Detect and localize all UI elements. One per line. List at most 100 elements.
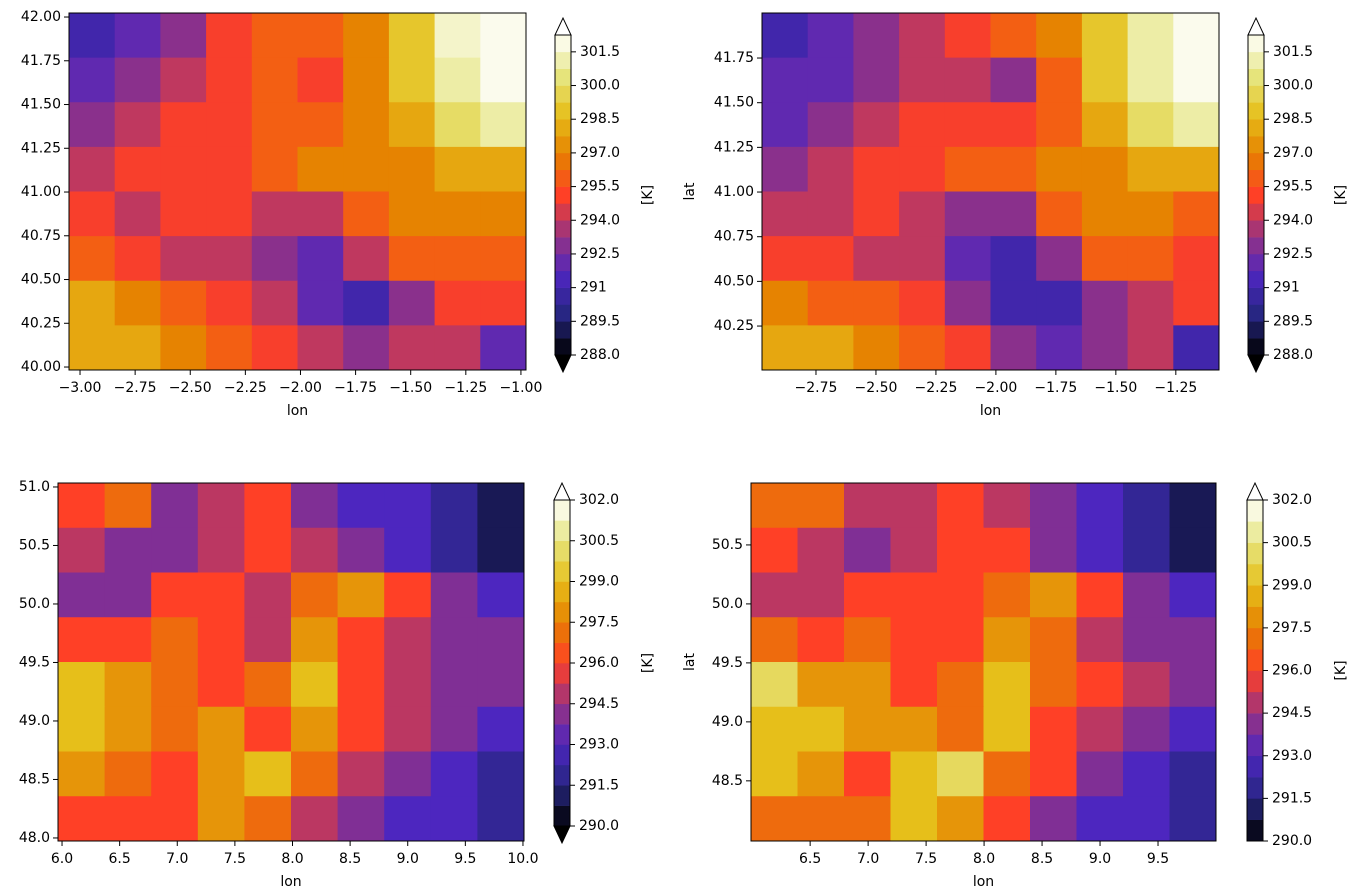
heat-cell (797, 617, 845, 663)
heat-cell (1169, 706, 1217, 752)
x-tick-label: 6.5 (799, 851, 821, 867)
heat-cell (434, 325, 481, 371)
heat-cell (1127, 57, 1174, 103)
colorbar-extend-max (553, 481, 571, 501)
colorbar-band (1248, 338, 1264, 356)
heat-cell (114, 146, 161, 192)
heat-cell (762, 146, 809, 192)
heat-cell (983, 527, 1031, 573)
x-tick-label: 7.5 (224, 851, 246, 867)
heat-cell (990, 146, 1037, 192)
heat-cell (434, 280, 481, 326)
y-tick-label: 49.5 (712, 655, 743, 671)
heat-cell (1030, 796, 1077, 842)
heat-cell (388, 236, 436, 282)
heat-cell (69, 13, 116, 59)
colorbar-tick-label: 296.0 (1272, 663, 1312, 679)
heat-cell (797, 662, 845, 708)
heat-cell (251, 191, 298, 237)
y-tick-label: 41.00 (714, 184, 754, 200)
heat-cell (1081, 57, 1129, 103)
heat-cell (890, 527, 938, 573)
heat-cell (251, 146, 298, 192)
heat-cell (899, 280, 946, 326)
x-tick-label: 8.0 (281, 851, 303, 867)
heat-cell (337, 751, 385, 797)
heat-cell (343, 191, 390, 237)
x-tick-label: 7.5 (915, 851, 937, 867)
y-tick-label: 41.75 (21, 53, 61, 69)
x-tick-label: 10.0 (507, 851, 538, 867)
colorbar-extend-max (1246, 481, 1264, 501)
colorbar-band (555, 220, 571, 238)
colorbar-band (554, 622, 570, 643)
colorbar-band (554, 642, 570, 664)
heat-cell (1076, 662, 1124, 708)
heat-cell (983, 572, 1031, 618)
colorbar-tick-label: 300.5 (579, 533, 619, 549)
heat-cell (430, 572, 478, 618)
heat-cell (944, 325, 991, 371)
colorbar-band (1248, 287, 1264, 305)
heat-cell (1076, 483, 1124, 529)
x-tick-label: −1.50 (389, 380, 432, 396)
colorbar-tick-label: 291.5 (1272, 790, 1312, 806)
heat-cell (1076, 572, 1124, 618)
heat-cell (807, 13, 854, 59)
heat-cell (899, 236, 946, 282)
heat-cell (197, 796, 245, 842)
colorbar-band (1248, 102, 1264, 120)
heat-cell (384, 527, 432, 573)
heat-cell (1123, 527, 1170, 573)
heat-cell (751, 483, 798, 529)
colorbar-tick-label: 297.0 (1273, 145, 1313, 161)
heat-cell (480, 236, 527, 282)
heat-cell (1127, 191, 1174, 237)
heat-cell (197, 572, 245, 618)
heat-cell (244, 527, 292, 573)
heat-cell (58, 483, 106, 529)
heat-cell (477, 617, 525, 663)
colorbar-band (1247, 521, 1263, 543)
colorbar-band (555, 68, 571, 86)
heat-cell (1123, 662, 1170, 708)
colorbar-band (1247, 670, 1263, 693)
colorbar-band (555, 338, 571, 356)
heat-cell (384, 751, 432, 797)
y-tick-label: 49.5 (19, 654, 50, 670)
heat-cell (937, 706, 984, 752)
heat-cell (343, 236, 390, 282)
heat-cell (853, 57, 900, 103)
colorbar-label: [K] (1333, 185, 1349, 205)
x-tick-label: 6.5 (109, 851, 131, 867)
heat-cell (160, 13, 207, 59)
heat-cell (114, 236, 161, 282)
heat-cell (1076, 527, 1124, 573)
heat-cell (751, 706, 798, 752)
colorbar-label: [K] (640, 653, 656, 673)
x-tick-label: 8.5 (339, 851, 361, 867)
heat-cell (477, 751, 525, 797)
colorbar-band (1248, 186, 1264, 204)
colorbar-tick-label: 291.5 (579, 777, 619, 793)
heat-cell (104, 572, 152, 618)
heat-cell (1030, 751, 1077, 797)
colorbar-band (554, 663, 570, 684)
heat-cell (197, 662, 245, 708)
heat-cell (160, 280, 207, 326)
heat-cell (1169, 572, 1217, 618)
heat-cell (251, 325, 298, 371)
x-tick-label: −2.25 (914, 380, 957, 396)
heat-cell (937, 662, 984, 708)
heat-cell (751, 617, 798, 663)
heat-cell (890, 662, 938, 708)
heat-cell (990, 13, 1037, 59)
heat-cell (983, 662, 1031, 708)
heat-cell (343, 146, 390, 192)
heat-cell (477, 572, 525, 618)
x-tick-label: −1.25 (1154, 380, 1197, 396)
x-axis-label: lon (280, 874, 301, 890)
heat-cell (1030, 662, 1077, 708)
heat-cell (983, 483, 1031, 529)
